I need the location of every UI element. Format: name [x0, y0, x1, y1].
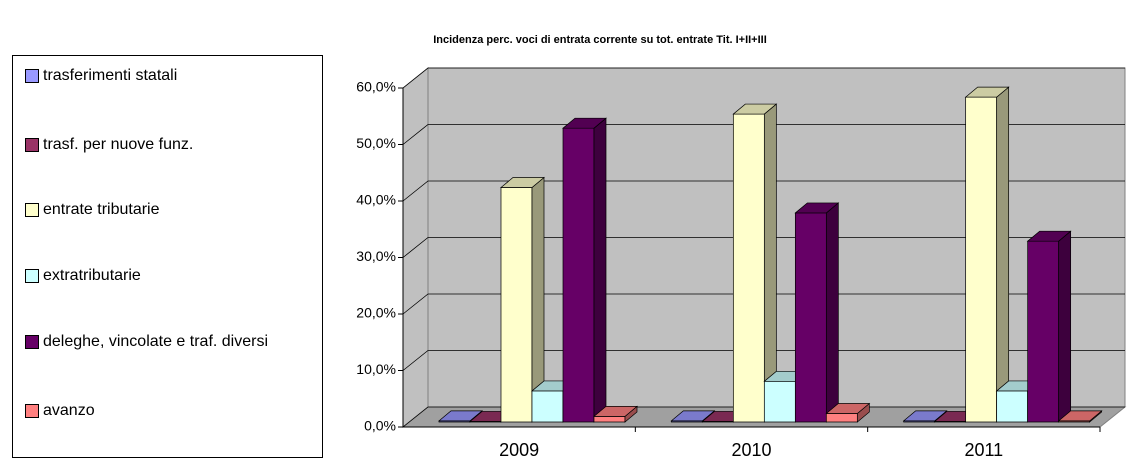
bar-top	[964, 86, 1010, 98]
bar-top	[825, 403, 871, 414]
legend-swatch	[25, 335, 39, 349]
bar-top	[438, 410, 483, 422]
y-tick-label: 20,0%	[356, 305, 396, 321]
bar-front	[763, 380, 796, 423]
legend-label: deleghe, vincolate e traf. diversi	[43, 333, 269, 350]
x-tick-label: 2010	[731, 440, 771, 460]
bar-top	[1057, 410, 1103, 422]
grid-line	[402, 350, 1125, 371]
legend-swatch	[25, 404, 39, 418]
bar-top	[562, 117, 607, 129]
bar-front	[996, 390, 1029, 423]
grid-line	[402, 124, 1125, 145]
bar	[794, 202, 840, 423]
bar-front	[593, 416, 626, 423]
y-tick-label: 30,0%	[356, 248, 396, 264]
legend-label: trasf. per nuove funz.	[43, 136, 194, 153]
bar-side	[1058, 230, 1072, 423]
bar	[732, 103, 778, 423]
legend-entry: avanzo	[25, 401, 315, 420]
bar-top	[794, 202, 840, 214]
bar	[825, 402, 871, 423]
bar-top	[1026, 230, 1072, 242]
bar	[964, 86, 1010, 423]
grid-line	[402, 406, 1125, 428]
bar	[1026, 230, 1072, 423]
bar-front	[562, 127, 595, 423]
legend-entry: deleghe, vincolate e traf. diversi	[25, 332, 315, 351]
bar-side	[593, 117, 607, 423]
legend-entry: trasf. per nuove funz.	[25, 135, 315, 154]
legend-entry: entrate tributarie	[25, 200, 315, 219]
x-tick-label: 2011	[964, 440, 1003, 460]
legend-label: avanzo	[43, 402, 95, 419]
bar-front	[500, 187, 533, 423]
legend-label: entrate tributarie	[43, 201, 160, 218]
x-tick-label: 2009	[499, 440, 539, 460]
chart-title: Incidenza perc. voci di entrata corrente…	[433, 34, 767, 46]
bar-top	[500, 177, 545, 188]
legend-entry: extratributarie	[25, 266, 315, 285]
bar	[500, 176, 545, 423]
bar-front	[965, 96, 998, 423]
bar-top	[670, 410, 716, 422]
bar-top	[593, 406, 638, 417]
y-tick-label: 0,0%	[364, 418, 396, 434]
grid-line	[402, 67, 1125, 89]
bar-side	[825, 202, 839, 423]
legend-swatch	[25, 269, 39, 283]
bar	[562, 117, 607, 423]
grid-line	[402, 237, 1125, 258]
bar-front	[794, 212, 827, 423]
bar-top	[732, 103, 778, 115]
legend-entry: trasferimenti statali	[25, 66, 315, 85]
legend-swatch	[25, 203, 39, 217]
bar-front	[825, 413, 858, 423]
grid-line	[402, 293, 1125, 315]
legend: trasferimenti statali trasf. per nuove fu…	[12, 55, 323, 458]
bar	[593, 405, 638, 423]
y-tick-label: 10,0%	[356, 361, 396, 377]
legend-label: trasferimenti statali	[43, 67, 178, 84]
bar-top	[902, 410, 948, 422]
y-tick-label: 60,0%	[356, 79, 396, 95]
legend-swatch	[25, 69, 39, 83]
legend-label: extratributarie	[43, 267, 141, 284]
bar-front	[732, 113, 765, 423]
bar-front	[531, 390, 564, 423]
legend-swatch	[25, 138, 39, 152]
y-tick-label: 40,0%	[356, 192, 396, 208]
bar-side	[996, 86, 1010, 423]
y-tick-label: 50,0%	[356, 135, 396, 151]
bar	[1057, 410, 1103, 423]
grid-line	[402, 180, 1125, 202]
bar-front	[1027, 240, 1060, 423]
